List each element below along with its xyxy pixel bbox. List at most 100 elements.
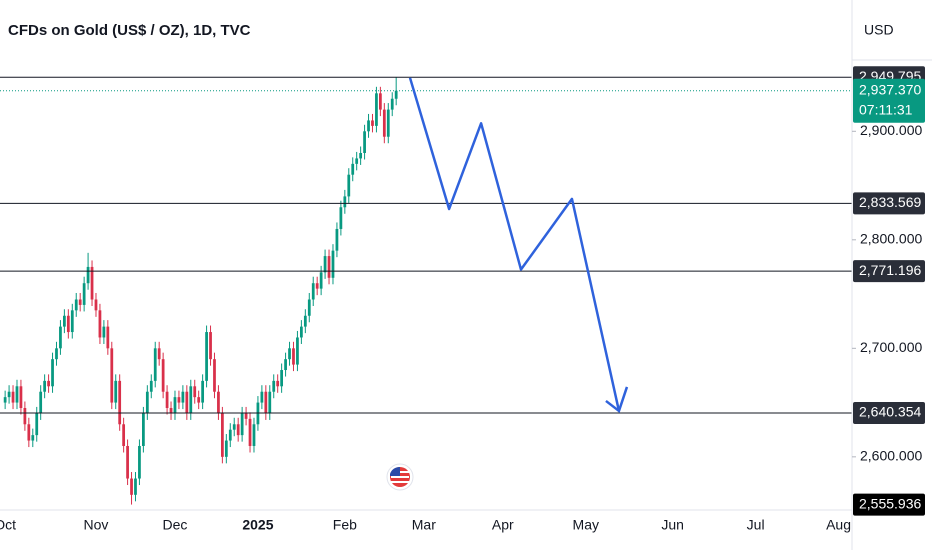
candle-body: [161, 359, 165, 392]
candle-body: [323, 256, 327, 273]
candle-body: [149, 380, 153, 392]
last-price-label: 2,937.370: [859, 81, 921, 97]
x-tick-label: Feb: [333, 517, 357, 533]
candle-body: [189, 386, 193, 414]
candle-body: [70, 310, 74, 333]
flag-icon: [386, 463, 414, 491]
candle-body: [240, 413, 244, 436]
candle-body: [181, 391, 185, 403]
x-tick-label: Oct: [0, 517, 16, 533]
candle-body: [193, 386, 197, 398]
candle-body: [134, 478, 137, 495]
candle-body: [157, 348, 161, 360]
candle-body: [292, 348, 295, 365]
candle-body: [280, 370, 284, 387]
candle-body: [19, 386, 23, 408]
candle-body: [78, 299, 82, 305]
candle-body: [248, 418, 252, 446]
y-tick-label: 2,600.000: [860, 448, 922, 464]
candle-body: [169, 408, 173, 414]
candle-body: [217, 391, 220, 414]
candle-body: [94, 299, 98, 311]
y-tick-label: 2,700.000: [860, 339, 922, 355]
projection-line: [408, 77, 621, 412]
candle-body: [82, 283, 86, 305]
candle-body: [3, 397, 7, 403]
candle-body: [347, 174, 351, 197]
candle-body: [27, 424, 31, 441]
candle-body: [31, 435, 35, 441]
candle-body: [122, 424, 126, 446]
candle-body: [315, 283, 319, 289]
price-label: 2,555.936: [859, 495, 921, 511]
candle-body: [303, 315, 307, 327]
candle-body: [382, 109, 386, 137]
candle-body: [7, 391, 11, 398]
currency[interactable]: USD: [864, 22, 894, 38]
candle-body: [63, 315, 66, 327]
price-label: 2,833.569: [859, 194, 921, 210]
candle-body: [228, 429, 232, 441]
candle-body: [165, 391, 169, 408]
price-label-box: [853, 493, 925, 516]
candle-body: [142, 413, 145, 446]
candle-body: [106, 326, 110, 349]
x-tick-label: Jul: [747, 517, 765, 533]
candle-body: [363, 131, 366, 153]
y-tick-label: 2,800.000: [860, 231, 922, 247]
candle-body: [394, 90, 398, 99]
candle-body: [390, 98, 394, 110]
x-tick-label: Mar: [412, 517, 436, 533]
candle-body: [173, 397, 177, 414]
candle-body: [355, 158, 359, 164]
price-label-box: [853, 260, 925, 283]
candle-body: [90, 266, 94, 300]
candle-body: [371, 120, 374, 126]
candle-body: [276, 380, 280, 387]
candle-body: [335, 228, 339, 251]
candle-body: [378, 93, 382, 110]
candle-body: [386, 109, 390, 137]
candle-body: [236, 424, 240, 436]
candle-body: [39, 391, 43, 414]
y-tick-label: 2,900.000: [860, 122, 922, 138]
candle-body: [375, 93, 378, 126]
candle-body: [359, 153, 363, 159]
candle-body: [367, 120, 370, 132]
countdown-label: 07:11:31: [859, 101, 913, 117]
candle-body: [110, 348, 114, 403]
price-label: 2,640.354: [859, 404, 921, 420]
candle-body: [351, 163, 355, 175]
candle-body: [264, 391, 268, 414]
candle-body: [145, 391, 149, 414]
candle-body: [11, 391, 15, 403]
candle-body: [284, 359, 287, 371]
candle-body: [98, 310, 102, 338]
price-label-box: [853, 192, 925, 215]
candle-body: [220, 413, 224, 457]
candle-body: [47, 380, 50, 387]
candle-body: [299, 326, 303, 338]
candle-body: [66, 315, 70, 333]
candle-body: [130, 478, 133, 495]
last-price-box: [853, 78, 925, 123]
candle-body: [209, 332, 212, 360]
candle-body: [153, 348, 157, 381]
candle-body: [126, 445, 129, 479]
candle-body: [43, 380, 47, 392]
plot-area: [0, 76, 852, 505]
chart-title: CFDs on Gold (US$ / OZ), 1D, TVC: [8, 22, 251, 39]
candle-body: [296, 337, 299, 365]
candle-body: [51, 359, 54, 387]
x-tick-label: 2025: [242, 517, 273, 533]
candle-body: [331, 250, 335, 278]
candle-body: [224, 440, 228, 457]
candle-body: [244, 413, 248, 419]
candle-body: [15, 386, 19, 403]
candle-body: [23, 408, 27, 425]
price-label: 2,771.196: [859, 262, 921, 278]
candle-body: [339, 207, 343, 229]
x-tick-label: Nov: [84, 517, 109, 533]
candle-body: [260, 391, 264, 403]
